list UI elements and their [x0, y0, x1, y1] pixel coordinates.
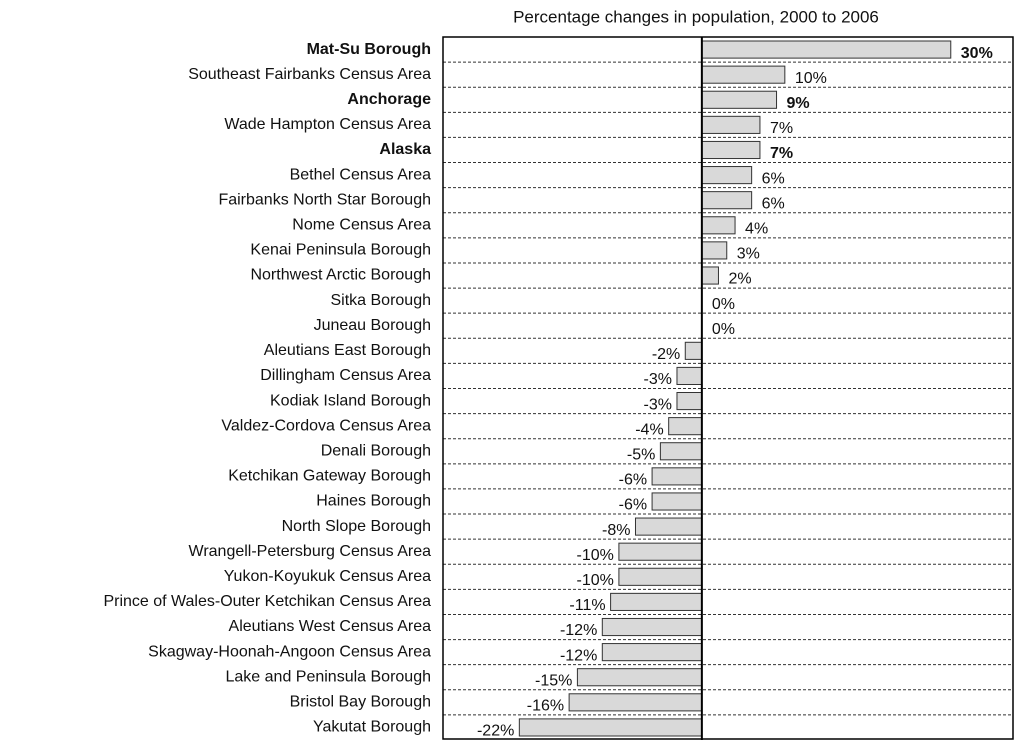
chart-title: Percentage changes in population, 2000 t…	[513, 7, 879, 26]
category-label: Denali Borough	[321, 442, 431, 459]
category-label: Haines Borough	[316, 493, 431, 510]
category-label: Sitka Borough	[330, 292, 431, 309]
bar	[601, 617, 703, 637]
category-label: Southeast Fairbanks Census Area	[188, 66, 431, 83]
data-label: -12%	[560, 622, 597, 639]
category-label: Dillingham Census Area	[260, 367, 431, 384]
data-label: 9%	[787, 95, 810, 112]
category-label: Skagway-Hoonah-Angoon Census Area	[148, 643, 431, 660]
data-label: -4%	[635, 421, 663, 438]
bar	[651, 467, 703, 486]
bar	[576, 668, 703, 687]
category-label: Mat-Su Borough	[307, 41, 431, 58]
data-label: -16%	[527, 698, 564, 715]
category-label: Yukon-Koyukuk Census Area	[224, 568, 431, 585]
category-label: Prince of Wales-Outer Ketchikan Census A…	[103, 593, 431, 610]
bar	[518, 718, 703, 737]
bar	[659, 442, 703, 461]
category-label: Fairbanks North Star Borough	[218, 191, 431, 208]
bar	[618, 542, 703, 561]
data-label: 30%	[961, 45, 993, 62]
data-label: -10%	[577, 572, 614, 589]
bar	[701, 191, 753, 210]
bar	[668, 417, 703, 436]
category-label: Lake and Peninsula Borough	[226, 668, 432, 685]
bar	[701, 266, 719, 285]
bar	[568, 693, 703, 712]
category-label: Kenai Peninsula Borough	[250, 242, 431, 259]
category-label: Aleutians East Borough	[264, 342, 431, 359]
data-label: -3%	[644, 396, 672, 413]
data-label: -22%	[477, 723, 514, 740]
bar	[676, 392, 703, 411]
data-label: 10%	[795, 70, 827, 87]
data-label: 2%	[728, 271, 751, 288]
bar	[601, 643, 703, 662]
data-label: -5%	[627, 446, 655, 463]
data-label: -11%	[569, 597, 605, 614]
data-label: 4%	[745, 221, 768, 238]
bar	[701, 241, 728, 260]
category-label: North Slope Borough	[282, 518, 431, 535]
data-label: -10%	[577, 547, 614, 564]
category-label: Alaska	[379, 141, 431, 158]
data-label: 7%	[770, 145, 793, 162]
category-label: Bristol Bay Borough	[290, 694, 431, 711]
category-label: Aleutians West Census Area	[229, 618, 432, 635]
data-label: -12%	[560, 647, 597, 664]
category-label: Valdez-Cordova Census Area	[221, 417, 431, 434]
bar	[676, 366, 703, 385]
category-label: Yakutat Borough	[313, 719, 431, 736]
category-label: Anchorage	[347, 91, 431, 108]
data-label: -3%	[644, 371, 672, 388]
data-label: 3%	[737, 246, 760, 263]
data-label: 0%	[712, 321, 735, 338]
data-label: -15%	[535, 672, 572, 689]
bar	[651, 492, 703, 511]
bar	[701, 140, 761, 160]
data-label: 0%	[712, 296, 735, 313]
bar	[701, 90, 778, 109]
data-label: -8%	[602, 522, 630, 539]
bar	[634, 517, 703, 536]
category-label: Ketchikan Gateway Borough	[228, 468, 431, 485]
data-label: 7%	[770, 120, 793, 137]
bar	[610, 592, 703, 611]
bar	[701, 65, 786, 84]
category-label: Northwest Arctic Borough	[250, 267, 431, 284]
data-label: -6%	[619, 472, 647, 489]
data-label: 6%	[762, 170, 785, 187]
bar	[701, 40, 952, 59]
bar	[701, 115, 761, 134]
category-label: Wade Hampton Census Area	[224, 116, 431, 133]
data-label: -6%	[619, 497, 647, 514]
bar	[701, 216, 736, 235]
category-label: Bethel Census Area	[290, 166, 432, 183]
data-label: -2%	[652, 346, 680, 363]
category-label: Wrangell-Petersburg Census Area	[189, 543, 432, 560]
plot-border	[442, 36, 1014, 740]
bar	[618, 567, 703, 586]
category-label: Nome Census Area	[292, 217, 431, 234]
bar	[701, 166, 753, 185]
category-label: Kodiak Island Borough	[270, 392, 431, 409]
data-label: 6%	[762, 195, 785, 212]
category-label: Juneau Borough	[314, 317, 431, 334]
bar	[684, 341, 703, 360]
